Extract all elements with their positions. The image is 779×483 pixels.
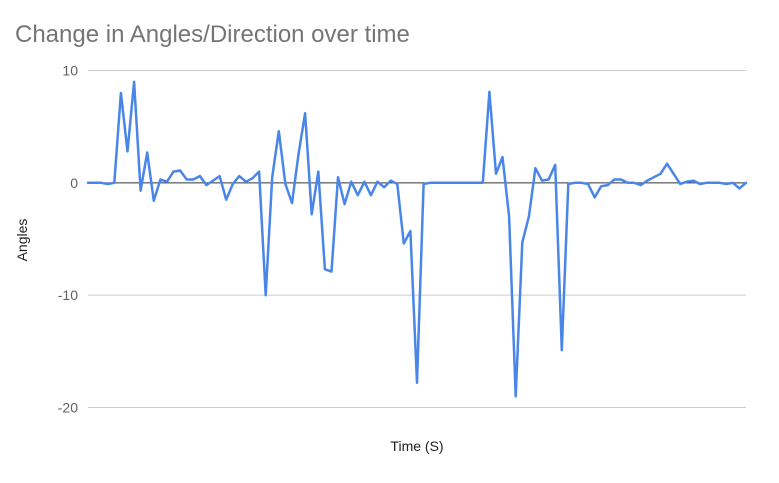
chart-title: Change in Angles/Direction over time — [15, 21, 410, 48]
y-axis-title: Angles — [14, 219, 30, 262]
x-axis-title: Time (S) — [390, 438, 443, 454]
y-axis-tick-labels: 10 0 -10 -20 — [58, 63, 78, 416]
y-tick-label: -20 — [58, 400, 78, 416]
series-line — [86, 80, 748, 398]
y-tick-label: 0 — [70, 175, 78, 191]
y-tick-label: -10 — [58, 287, 78, 303]
y-tick-label: 10 — [62, 63, 78, 79]
series-layer — [86, 80, 748, 398]
